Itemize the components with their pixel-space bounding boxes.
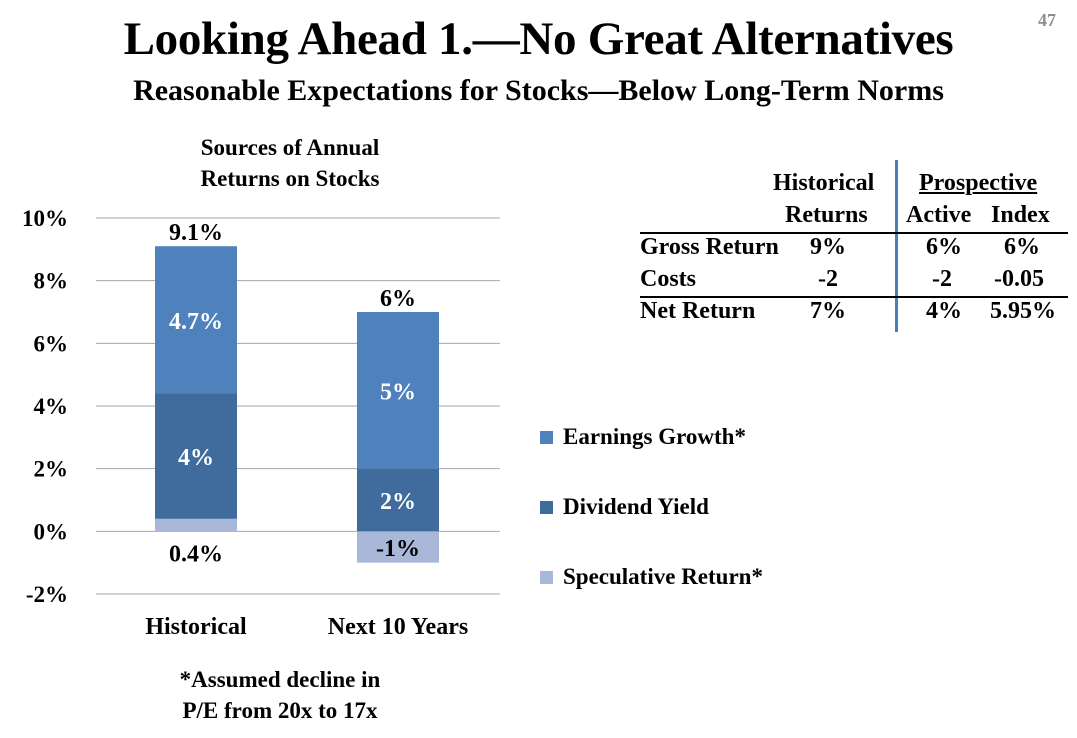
header-active: Active	[906, 202, 972, 228]
data-labels: 0.4% 4% 4.7% 9.1% -1% 2% 5% 6%	[169, 220, 420, 567]
y-tick-label: 0%	[34, 519, 69, 544]
legend-swatch	[540, 500, 553, 514]
chart-title: Sources of Annual Returns on Stocks	[140, 132, 440, 194]
table-total-rule	[640, 296, 1068, 298]
footnote-line-2: P/E from 20x to 17x	[182, 698, 378, 723]
chart-title-line-1: Sources of Annual	[200, 135, 380, 160]
net-return-index: 5.95%	[990, 298, 1056, 324]
y-axis-tick-labels: -2% 0% 2% 4% 6% 8% 10%	[22, 206, 68, 607]
y-tick-label: 8%	[34, 269, 69, 294]
legend-item: Speculative Return*	[540, 564, 763, 590]
y-tick-label: -2%	[26, 582, 68, 607]
category-label: Historical	[145, 614, 247, 640]
data-label: 4.7%	[169, 309, 223, 335]
costs-historical: -2	[818, 266, 838, 292]
legend-item: Earnings Growth*	[540, 424, 746, 450]
table-header-rule	[640, 232, 1068, 234]
y-tick-label: 2%	[34, 457, 69, 482]
bars	[155, 246, 439, 563]
gross-return-index: 6%	[1004, 234, 1040, 260]
y-tick-label: 6%	[34, 331, 69, 356]
slide-subtitle: Reasonable Expectations for Stocks—Below…	[133, 74, 944, 107]
data-label: 2%	[380, 489, 416, 515]
header-returns: Returns	[785, 202, 868, 228]
category-label: Next 10 Years	[328, 614, 468, 640]
slide-title: Looking Ahead 1.—No Great Alternatives	[123, 13, 954, 65]
y-tick-label: 10%	[22, 206, 68, 231]
bar-segment	[357, 468, 439, 532]
footnote-line-1: *Assumed decline in	[179, 667, 381, 692]
gross-return-active: 6%	[926, 234, 962, 260]
data-label: 4%	[178, 445, 214, 471]
table-column-divider	[895, 160, 898, 332]
bar-segment	[357, 531, 439, 563]
gross-return-historical: 9%	[810, 234, 846, 260]
header-historical: Historical	[773, 170, 875, 196]
total-label: 6%	[380, 286, 416, 312]
returns-table: Historical Returns Prospective Active In…	[640, 160, 1070, 332]
legend-label: Earnings Growth*	[563, 424, 746, 449]
row-label-gross-return: Gross Return	[640, 234, 779, 260]
row-label-net-return: Net Return	[640, 298, 756, 324]
chart-title-line-2: Returns on Stocks	[200, 166, 380, 191]
legend-swatch	[540, 430, 553, 444]
bar-segment	[155, 246, 237, 394]
net-return-active: 4%	[926, 298, 962, 324]
row-label-costs: Costs	[640, 266, 697, 292]
page-number: 47	[1038, 10, 1056, 30]
costs-active: -2	[932, 266, 952, 292]
costs-index: -0.05	[994, 266, 1044, 292]
bar-segment	[155, 518, 237, 532]
data-label: 0.4%	[169, 541, 223, 567]
legend-swatch	[540, 570, 553, 584]
bar-segment	[155, 393, 237, 519]
x-axis-category-labels: Historical Next 10 Years	[145, 614, 468, 640]
net-return-historical: 7%	[810, 298, 846, 324]
legend-item: Dividend Yield	[540, 494, 709, 520]
data-label: 5%	[380, 379, 416, 405]
y-tick-label: 4%	[34, 394, 69, 419]
header-prospective: Prospective	[919, 170, 1038, 196]
legend-label: Dividend Yield	[563, 494, 709, 519]
chart-footnote: *Assumed decline in P/E from 20x to 17x	[110, 664, 450, 726]
bar-segment	[357, 312, 439, 469]
header-index: Index	[991, 202, 1050, 228]
legend-label: Speculative Return*	[563, 564, 763, 589]
data-label: -1%	[376, 536, 420, 562]
total-label: 9.1%	[169, 220, 223, 246]
